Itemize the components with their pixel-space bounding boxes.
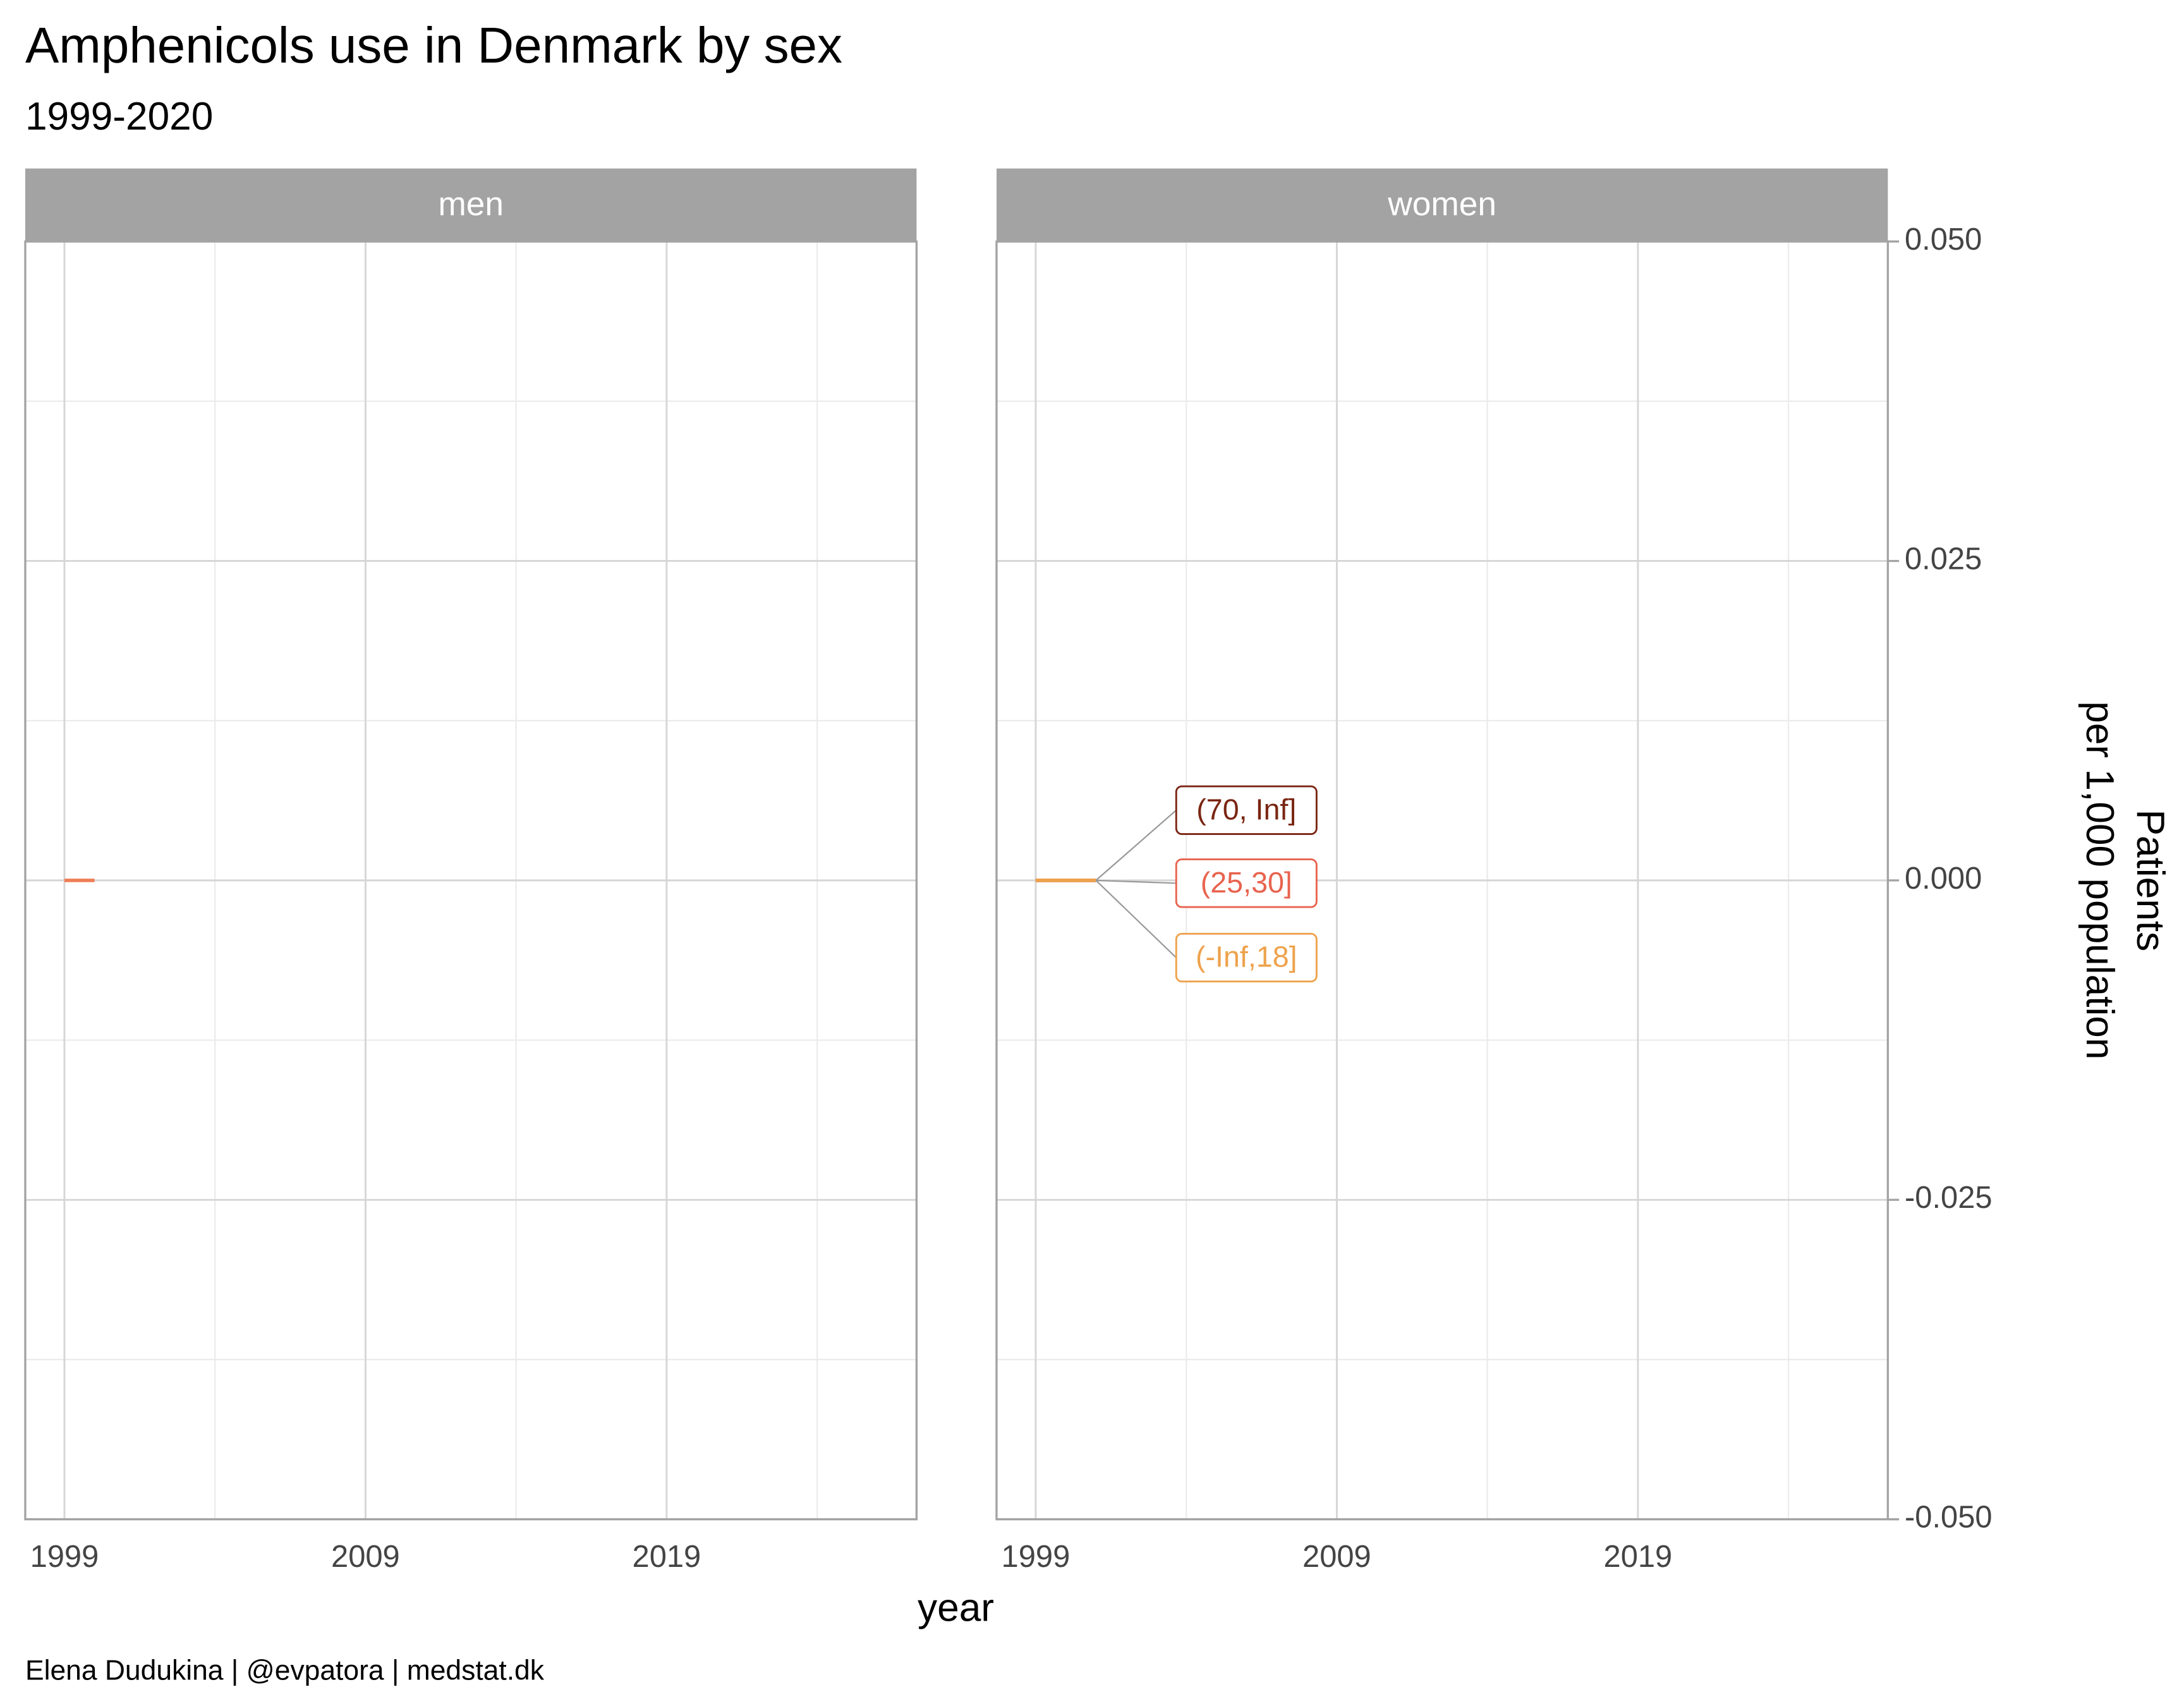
x-tick-label: 2009	[331, 1540, 400, 1574]
strip-label: men	[438, 186, 504, 223]
label-connector	[1095, 880, 1177, 958]
strip	[996, 168, 1888, 242]
chart-title: Amphenicols use in Denmark by sex	[25, 17, 842, 73]
strip	[25, 168, 917, 242]
label-connector	[1096, 879, 1177, 884]
label-box	[1175, 858, 1318, 908]
x-tick-label: 1999	[1002, 1540, 1071, 1574]
y-tick-label: -0.025	[1905, 1181, 1993, 1215]
y-tick-label: 0.000	[1905, 862, 1982, 896]
x-tick-label: 1999	[30, 1540, 99, 1574]
y-tick-label: -0.050	[1905, 1501, 1993, 1535]
x-tick-label: 2019	[1604, 1540, 1673, 1574]
x-axis-label: year	[918, 1586, 994, 1629]
y-axis-label: per 1,000 population	[2078, 701, 2121, 1059]
y-tick-label: 0.025	[1905, 542, 1982, 576]
series-label: (70, Inf]	[1196, 793, 1296, 825]
chart-subtitle: 1999-2020	[25, 95, 213, 138]
y-axis-label: Patients	[2128, 810, 2172, 952]
caption: Elena Dudukina | @evpatora | medstat.dk	[25, 1655, 545, 1686]
series-label: (-Inf,18]	[1196, 941, 1297, 973]
label-box	[1175, 785, 1318, 836]
y-tick-label: 0.050	[1905, 222, 1982, 257]
series-label: (25,30]	[1201, 866, 1292, 899]
label-connector	[1095, 809, 1177, 881]
strip-label: women	[1387, 186, 1496, 223]
label-box	[1175, 932, 1318, 983]
x-tick-label: 2019	[633, 1540, 701, 1574]
x-tick-label: 2009	[1302, 1540, 1371, 1574]
